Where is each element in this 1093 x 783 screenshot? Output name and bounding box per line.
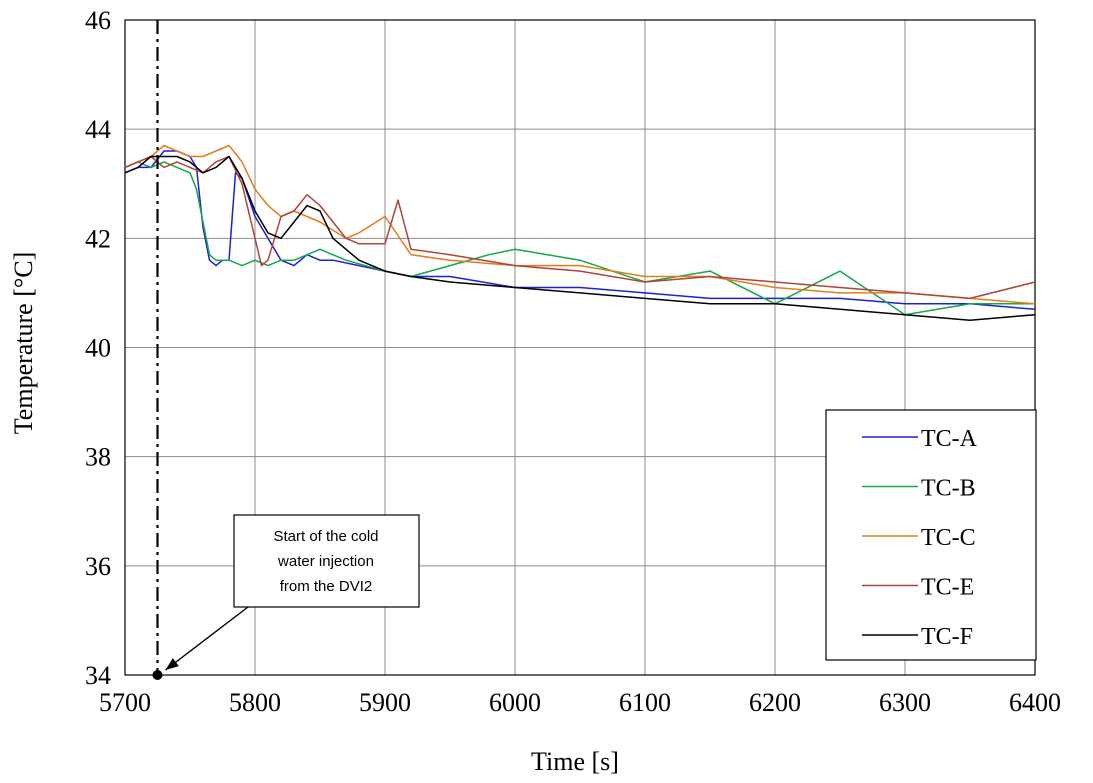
- y-axis: 34 36 38 40 42 44 46: [85, 6, 111, 690]
- annotation-line-1: Start of the cold: [273, 528, 378, 545]
- x-axis: 5700 5800 5900 6000 6100 6200 6300 6400: [99, 688, 1061, 717]
- legend: TC-A TC-B TC-C TC-E TC-F: [825, 409, 1037, 661]
- x-axis-title: Time [s]: [531, 747, 619, 776]
- plot-area: [124, 19, 1036, 676]
- y-axis-title: Temperature [°C]: [9, 252, 38, 435]
- x-tick-label: 6400: [1009, 688, 1061, 717]
- annotation-arrowhead: [165, 658, 179, 670]
- y-tick-label: 44: [85, 115, 111, 144]
- x-tick-label: 5700: [99, 688, 151, 717]
- y-tick-label: 38: [85, 443, 111, 472]
- series-layer: [124, 144, 1036, 321]
- x-tick-label: 5800: [229, 688, 281, 717]
- x-tick-label: 5900: [359, 688, 411, 717]
- y-tick-label: 34: [85, 661, 111, 690]
- y-tick-label: 46: [85, 6, 111, 35]
- annotation-arrow: [165, 606, 249, 671]
- y-tick-label: 42: [85, 224, 111, 253]
- x-tick-label: 6200: [749, 688, 801, 717]
- series-line-tc-b: [124, 161, 1035, 316]
- x-tick-label: 6000: [489, 688, 541, 717]
- x-tick-label: 6100: [619, 688, 671, 717]
- annotation-line-2: water injection: [277, 553, 374, 570]
- legend-label: TC-A: [921, 426, 978, 452]
- annotation-box: [233, 514, 420, 608]
- injection-marker-point: [152, 670, 163, 680]
- series-line-tc-a: [124, 150, 1036, 311]
- x-tick-label: 6300: [879, 688, 931, 717]
- legend-box: [825, 409, 1037, 661]
- y-tick-label: 36: [85, 552, 111, 581]
- annotation: Start of the cold water injection from t…: [165, 514, 420, 671]
- legend-label: TC-C: [921, 525, 976, 551]
- legend-label: TC-F: [921, 624, 973, 650]
- y-tick-label: 40: [85, 334, 111, 363]
- legend-label: TC-E: [921, 575, 974, 601]
- series-line-tc-e: [124, 155, 1036, 300]
- legend-items: TC-A TC-B TC-C TC-E TC-F: [862, 426, 978, 650]
- legend-label: TC-B: [921, 476, 976, 502]
- series-line-tc-f: [124, 155, 1036, 321]
- series-line-tc-c: [124, 144, 1036, 305]
- annotation-line-3: from the DVI2: [280, 578, 373, 595]
